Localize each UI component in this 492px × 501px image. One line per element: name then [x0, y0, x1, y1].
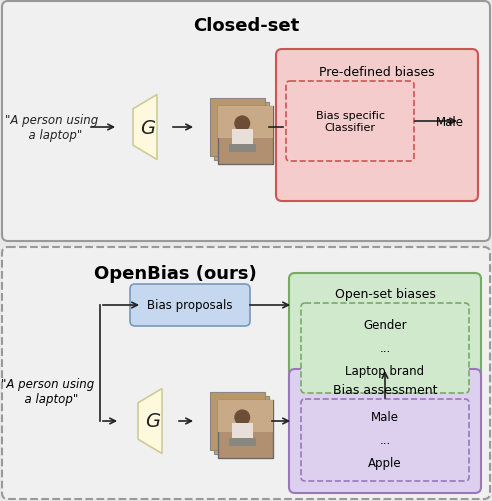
- Text: Pre-defined biases: Pre-defined biases: [319, 65, 435, 78]
- Bar: [217, 400, 273, 458]
- Bar: [210, 99, 265, 157]
- Text: Gender
...
Laptop brand: Gender ... Laptop brand: [345, 319, 425, 378]
- FancyBboxPatch shape: [276, 50, 478, 201]
- Bar: [228, 144, 256, 153]
- Text: $G$: $G$: [145, 412, 161, 431]
- Text: Closed-set: Closed-set: [193, 17, 299, 35]
- Bar: [210, 392, 265, 450]
- FancyBboxPatch shape: [2, 247, 490, 499]
- Bar: [232, 130, 253, 144]
- Text: "A person using
  a laptop": "A person using a laptop": [5, 114, 98, 142]
- Polygon shape: [133, 95, 157, 160]
- Text: Male: Male: [436, 115, 464, 128]
- Bar: [217, 107, 273, 139]
- FancyBboxPatch shape: [130, 285, 250, 326]
- Text: Male
...
Apple: Male ... Apple: [368, 411, 402, 469]
- Text: Bias proposals: Bias proposals: [147, 299, 233, 312]
- Text: $G$: $G$: [140, 118, 156, 137]
- Circle shape: [234, 410, 250, 425]
- Circle shape: [234, 116, 250, 132]
- Bar: [217, 107, 273, 165]
- FancyBboxPatch shape: [301, 399, 469, 481]
- Text: Open-set biases: Open-set biases: [335, 288, 435, 301]
- FancyBboxPatch shape: [289, 369, 481, 493]
- Text: "A person using
  a laptop": "A person using a laptop": [1, 377, 94, 405]
- Bar: [217, 107, 273, 165]
- Bar: [228, 438, 256, 446]
- Text: Bias assessment: Bias assessment: [333, 384, 437, 397]
- FancyBboxPatch shape: [301, 304, 469, 393]
- Text: OpenBias (ours): OpenBias (ours): [93, 265, 256, 283]
- Bar: [214, 396, 269, 454]
- Bar: [214, 103, 269, 161]
- FancyBboxPatch shape: [289, 274, 481, 405]
- FancyBboxPatch shape: [2, 2, 490, 241]
- Polygon shape: [138, 389, 162, 453]
- Bar: [217, 400, 273, 458]
- Bar: [232, 423, 253, 438]
- FancyBboxPatch shape: [286, 82, 414, 162]
- Bar: [217, 400, 273, 432]
- Text: Bias specific
Classifier: Bias specific Classifier: [315, 111, 385, 133]
